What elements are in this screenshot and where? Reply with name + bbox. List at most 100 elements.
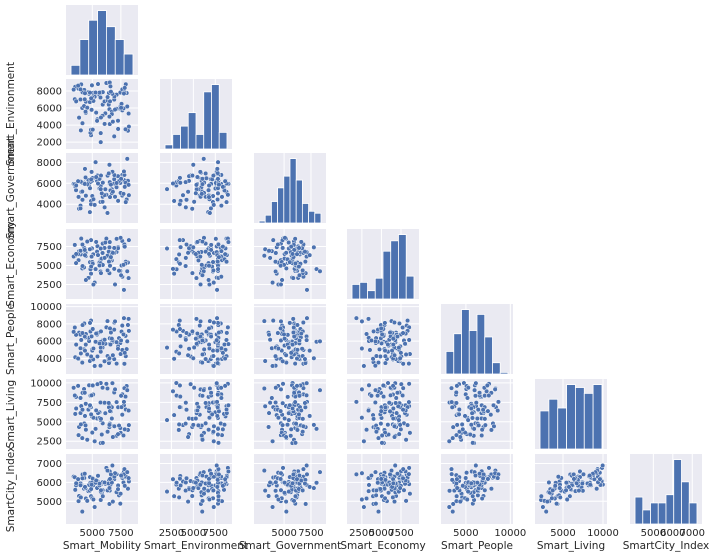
scatter-point xyxy=(122,244,128,250)
scatter-point xyxy=(201,491,207,497)
scatter-point xyxy=(546,479,552,486)
y-tick-label: 6000 xyxy=(37,179,62,190)
scatter-point xyxy=(76,432,82,438)
scatter-point xyxy=(185,434,191,440)
x-tick-label: 7000 xyxy=(680,528,705,539)
scatter-point xyxy=(211,319,217,326)
scatter-point xyxy=(112,107,118,113)
scatter-point xyxy=(214,315,220,321)
scatter-point xyxy=(79,197,86,203)
y-axis-label-smartcity-index: SmartCity_Index xyxy=(5,446,17,533)
scatter-point xyxy=(566,484,572,490)
scatter-point xyxy=(118,272,124,278)
scatter-point xyxy=(90,281,96,288)
scatter-point xyxy=(201,387,207,393)
scatter-point xyxy=(206,427,212,433)
scatter-point xyxy=(450,424,456,430)
scatter-point xyxy=(261,385,267,392)
scatter-point xyxy=(82,181,88,187)
scatter-point xyxy=(198,318,204,324)
scatter-point xyxy=(199,498,206,504)
scatter-point xyxy=(111,423,117,429)
scatter-point xyxy=(378,325,384,331)
scatter-point xyxy=(450,435,456,441)
scatter-point xyxy=(109,462,115,469)
scatter-point xyxy=(191,385,197,391)
scatter-point xyxy=(122,394,129,400)
scatter-point xyxy=(104,385,111,392)
scatter-point xyxy=(170,476,176,482)
histogram-bar xyxy=(681,481,690,525)
scatter-point xyxy=(296,337,303,344)
scatter-point xyxy=(79,475,86,481)
scatter-point xyxy=(176,251,182,257)
scatter-point xyxy=(372,469,379,475)
scatter-point xyxy=(199,437,206,443)
scatter-point xyxy=(317,338,323,344)
scatter-point xyxy=(475,492,481,498)
scatter-point xyxy=(474,415,480,422)
scatter-point xyxy=(373,501,379,507)
scatter-point xyxy=(400,361,406,367)
scatter-point xyxy=(476,422,482,428)
scatter-point xyxy=(373,487,379,493)
scatter-point xyxy=(87,185,93,191)
histogram-bar xyxy=(164,144,174,150)
scatter-point xyxy=(317,387,323,393)
scatter-point xyxy=(193,316,199,322)
scatter-point xyxy=(273,488,279,494)
scatter-point xyxy=(597,476,603,482)
scatter-point xyxy=(116,423,122,429)
scatter-point xyxy=(382,404,388,410)
scatter-point xyxy=(214,413,220,419)
scatter-point xyxy=(104,210,111,216)
scatter-point xyxy=(98,186,104,192)
scatter-point xyxy=(88,486,94,492)
scatter-point xyxy=(93,110,99,116)
histogram-bar xyxy=(673,459,682,525)
scatter-point xyxy=(215,493,222,499)
scatter-point xyxy=(387,471,393,477)
scatter-point xyxy=(287,402,293,408)
scatter-point xyxy=(454,485,460,491)
scatter-point xyxy=(214,166,220,172)
scatter-point xyxy=(72,487,78,493)
scatter-point xyxy=(84,437,90,443)
scatter-point xyxy=(359,345,365,352)
scatter-point xyxy=(164,489,170,495)
scatter-point xyxy=(492,386,498,392)
scatter-point xyxy=(170,266,176,272)
y-tick-label: 5000 xyxy=(37,261,62,272)
scatter-point xyxy=(313,426,320,432)
panel-smartcity-index-vs-smart-people xyxy=(441,454,513,524)
scatter-point xyxy=(110,352,116,358)
scatter-point xyxy=(375,480,381,486)
scatter-point xyxy=(102,479,108,486)
scatter-point xyxy=(376,346,383,352)
scatter-point xyxy=(89,107,95,113)
scatter-point xyxy=(78,350,84,356)
scatter-point xyxy=(115,198,121,204)
scatter-point xyxy=(208,247,214,253)
scatter-point xyxy=(111,245,117,251)
scatter-point xyxy=(77,482,84,488)
scatter-point xyxy=(273,250,279,256)
scatter-point xyxy=(470,440,476,446)
scatter-point xyxy=(292,236,298,242)
scatter-point xyxy=(79,360,85,366)
scatter-point xyxy=(473,400,479,406)
scatter-point xyxy=(280,381,286,387)
scatter-point xyxy=(210,487,216,493)
scatter-point xyxy=(79,407,86,413)
scatter-point xyxy=(199,337,205,344)
scatter-point xyxy=(82,471,88,477)
scatter-point xyxy=(300,487,306,493)
scatter-point xyxy=(283,352,289,358)
scatter-point xyxy=(189,493,195,499)
scatter-point xyxy=(317,469,323,475)
histogram-bar xyxy=(301,203,309,224)
scatter-point xyxy=(278,487,284,493)
scatter-point xyxy=(294,322,300,328)
y-axis-label-smart-government: Smart_Government xyxy=(5,137,17,240)
scatter-point xyxy=(114,180,120,186)
